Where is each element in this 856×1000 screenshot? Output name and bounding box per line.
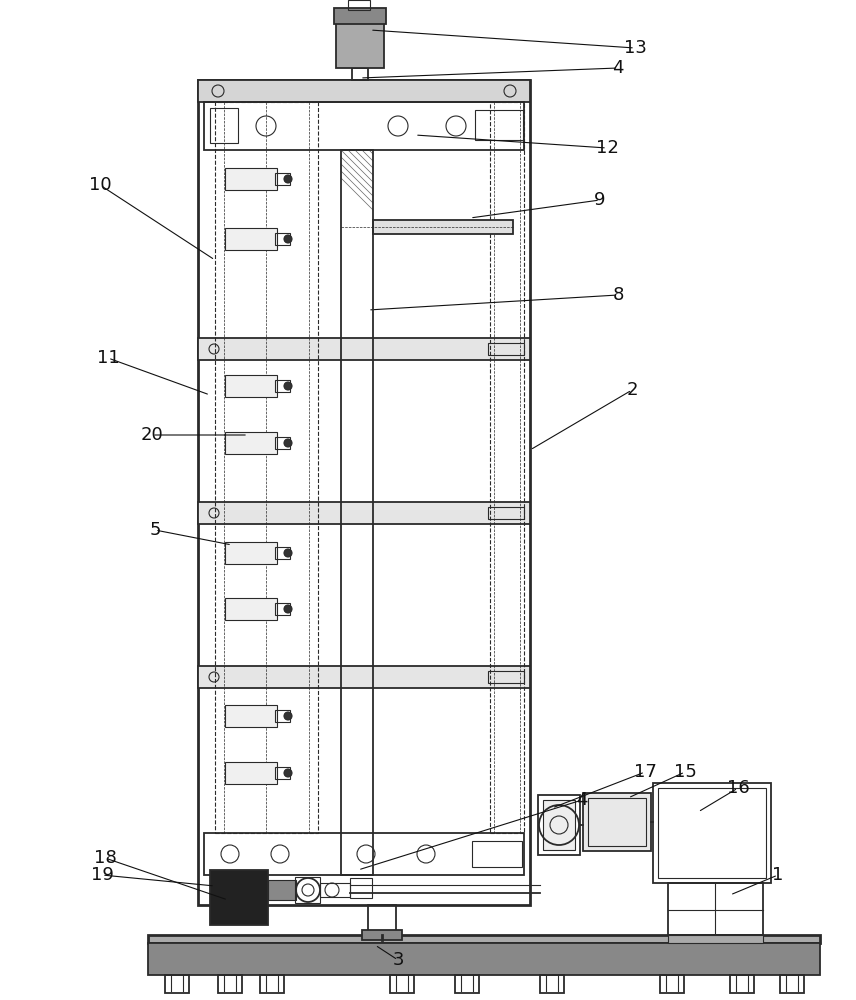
Circle shape	[284, 605, 292, 613]
Text: 2: 2	[627, 381, 638, 399]
Bar	[268, 880, 296, 900]
Bar	[475, 110, 523, 140]
Bar	[390, 975, 414, 993]
Bar	[275, 547, 290, 559]
Circle shape	[284, 712, 292, 720]
Bar	[218, 975, 242, 993]
Bar	[198, 80, 530, 905]
Circle shape	[284, 382, 292, 390]
Bar	[348, 0, 370, 10]
Text: 15: 15	[674, 763, 697, 781]
Bar	[334, 8, 386, 24]
Bar	[780, 975, 804, 993]
Circle shape	[284, 175, 292, 183]
Circle shape	[284, 549, 292, 557]
Bar	[204, 833, 524, 875]
Bar	[275, 233, 290, 245]
Circle shape	[284, 439, 292, 447]
Text: 5: 5	[149, 521, 161, 539]
Bar	[583, 793, 651, 851]
Bar	[668, 883, 763, 935]
Circle shape	[284, 769, 292, 777]
Bar	[588, 798, 646, 846]
Bar	[653, 783, 771, 883]
Text: 12: 12	[596, 139, 618, 157]
Bar	[225, 228, 277, 250]
Bar	[225, 598, 277, 620]
Bar	[275, 380, 290, 392]
Text: 10: 10	[89, 176, 111, 194]
Bar	[658, 788, 766, 878]
Bar	[368, 905, 396, 935]
Circle shape	[284, 235, 292, 243]
Bar	[362, 930, 402, 940]
Bar	[373, 220, 513, 234]
Text: 1: 1	[772, 866, 784, 884]
Bar	[660, 975, 684, 993]
Bar	[352, 68, 368, 80]
Text: 13: 13	[623, 39, 646, 57]
Bar	[210, 108, 238, 143]
Bar	[295, 877, 320, 903]
Bar	[198, 80, 530, 102]
Bar	[488, 671, 524, 683]
Bar	[275, 710, 290, 722]
Text: 4: 4	[612, 59, 624, 77]
Text: 4: 4	[576, 791, 588, 809]
Bar	[320, 883, 350, 897]
Bar	[455, 975, 479, 993]
Text: 16: 16	[727, 779, 749, 797]
Bar	[488, 507, 524, 519]
Bar	[215, 102, 318, 833]
Bar	[472, 841, 522, 867]
Bar	[225, 375, 277, 397]
Bar	[668, 935, 763, 943]
Bar	[148, 935, 820, 943]
Bar	[543, 800, 575, 850]
Bar	[225, 762, 277, 784]
Bar	[275, 767, 290, 779]
Bar	[198, 338, 530, 360]
Bar	[198, 666, 530, 688]
Bar	[275, 173, 290, 185]
Text: 3: 3	[392, 951, 404, 969]
Bar	[336, 22, 384, 68]
Text: 19: 19	[91, 866, 114, 884]
Bar	[260, 975, 284, 993]
Text: 18: 18	[93, 849, 116, 867]
Bar	[204, 102, 524, 150]
Bar	[148, 943, 820, 975]
Bar	[275, 603, 290, 615]
Bar	[225, 168, 277, 190]
Bar	[540, 975, 564, 993]
Bar	[275, 437, 290, 449]
Text: 17: 17	[633, 763, 657, 781]
Text: 20: 20	[140, 426, 163, 444]
Bar	[488, 343, 524, 355]
Bar	[490, 102, 524, 833]
Bar	[225, 542, 277, 564]
Text: 8: 8	[612, 286, 624, 304]
Bar	[730, 975, 754, 993]
Bar	[225, 432, 277, 454]
Bar	[341, 150, 373, 875]
Text: 9: 9	[594, 191, 606, 209]
Bar	[198, 502, 530, 524]
Bar	[225, 705, 277, 727]
Bar	[538, 795, 580, 855]
Bar	[210, 870, 268, 925]
Bar	[165, 975, 189, 993]
Text: 11: 11	[97, 349, 119, 367]
Bar	[350, 878, 372, 898]
